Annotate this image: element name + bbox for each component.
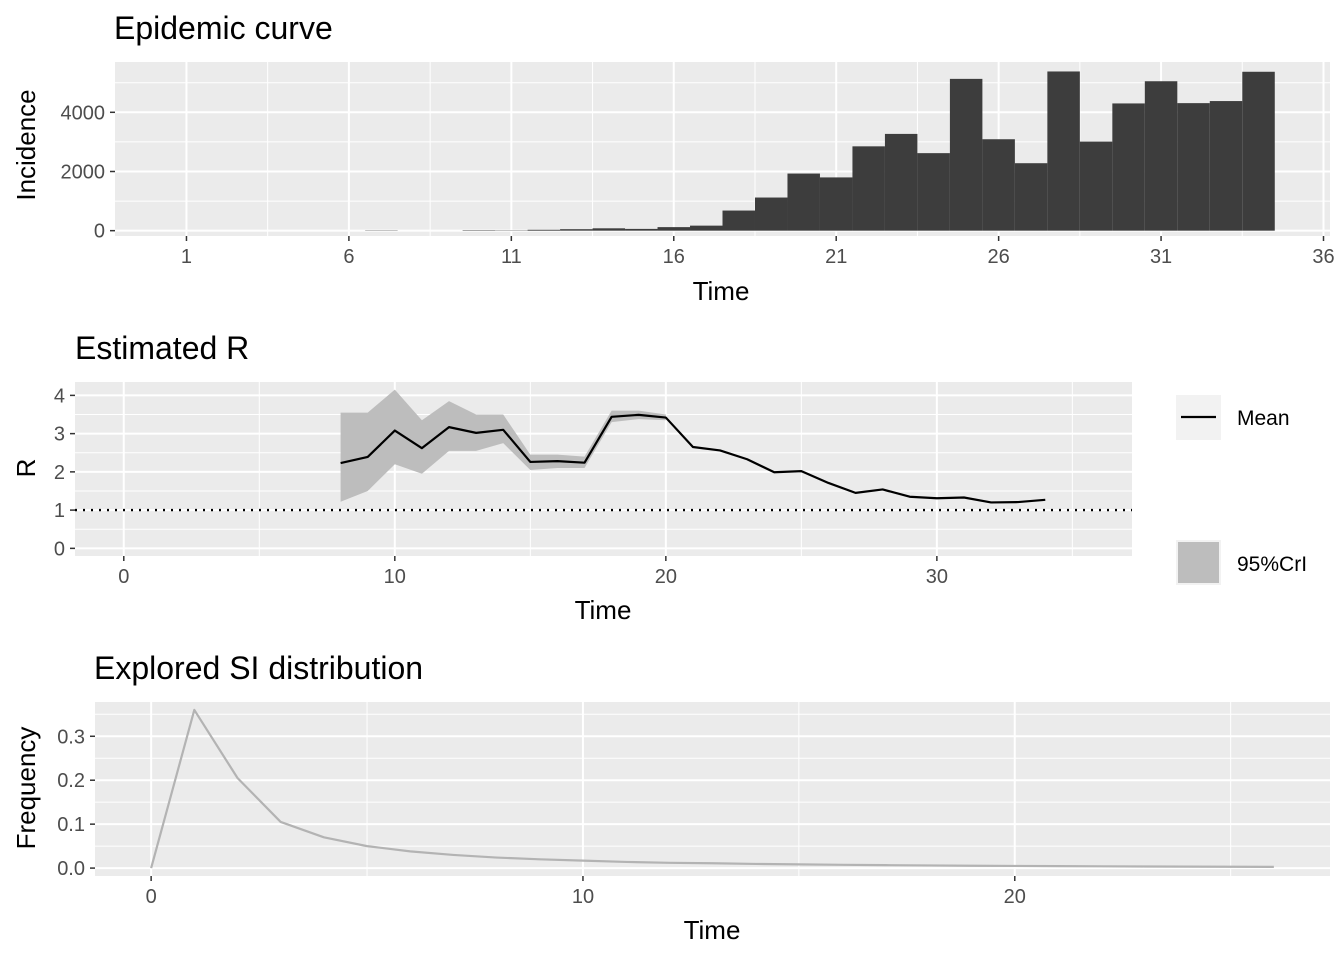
r-plot-background bbox=[75, 382, 1132, 556]
si-distribution-panel: Explored SI distribution 0 10 20 0.0 0.1 0.2… bbox=[11, 650, 1330, 945]
si-gridlines bbox=[95, 702, 1330, 876]
si-y-axis-title: Frequency bbox=[11, 727, 41, 850]
epi-x-tick-label: 26 bbox=[988, 246, 1010, 268]
estimated-r-title: Estimated R bbox=[75, 330, 249, 366]
r-x-axis-title: Time bbox=[575, 595, 632, 625]
estimated-r-panel: Estimated R 0 10 20 30 0 1 2 3 4 Time R Mean 95… bbox=[11, 330, 1307, 625]
legend-label-mean: Mean bbox=[1237, 407, 1290, 430]
epi-x-tick-label: 36 bbox=[1312, 246, 1334, 268]
si-plot-background bbox=[95, 702, 1330, 876]
epidemic-bar bbox=[527, 229, 561, 231]
epidemic-curve-title: Epidemic curve bbox=[114, 10, 333, 46]
r-y-ticks: 0 1 2 3 4 bbox=[54, 385, 75, 560]
si-y-tick-label: 0.1 bbox=[57, 814, 85, 836]
epidemic-x-axis-title: Time bbox=[693, 276, 750, 306]
epi-x-tick-label: 21 bbox=[825, 246, 847, 268]
epi-y-tick-label: 0 bbox=[94, 221, 105, 243]
si-x-axis-title: Time bbox=[684, 915, 741, 945]
epidemic-bar bbox=[1112, 103, 1145, 231]
epidemic-x-ticks: 1 6 11 16 21 26 31 36 bbox=[181, 236, 1335, 268]
epidemic-bar bbox=[1047, 71, 1080, 231]
epi-x-tick-label: 1 bbox=[181, 246, 192, 268]
r-mean-line bbox=[340, 413, 1046, 504]
si-x-tick-label: 10 bbox=[572, 886, 594, 908]
epi-y-tick-label: 2000 bbox=[61, 161, 106, 183]
r-x-tick-label: 30 bbox=[926, 566, 948, 588]
r-y-tick-label: 4 bbox=[54, 385, 65, 407]
r-x-ticks: 0 10 20 30 bbox=[118, 556, 948, 588]
si-x-tick-label: 0 bbox=[146, 886, 157, 908]
epidemic-bar bbox=[592, 228, 626, 231]
epidemic-y-ticks: 0 2000 4000 bbox=[61, 102, 115, 243]
si-x-ticks: 0 10 20 bbox=[146, 876, 1026, 908]
epidemic-bar bbox=[949, 78, 983, 231]
epidemic-bars bbox=[170, 71, 1275, 231]
epidemic-bar bbox=[1014, 163, 1048, 231]
r-x-tick-label: 10 bbox=[384, 566, 406, 588]
epidemic-bar bbox=[1144, 81, 1178, 231]
r-x-tick-label: 20 bbox=[655, 566, 677, 588]
r-legend: Mean 95%CrI bbox=[1176, 395, 1307, 585]
epi-x-tick-label: 31 bbox=[1150, 246, 1172, 268]
si-y-tick-label: 0.0 bbox=[57, 858, 85, 880]
r-x-tick-label: 0 bbox=[118, 566, 129, 588]
epi-x-tick-label: 6 bbox=[343, 246, 354, 268]
si-distribution-line bbox=[150, 708, 1274, 869]
epidemic-bar bbox=[917, 153, 950, 231]
epidemic-bar bbox=[657, 227, 691, 231]
epi-y-tick-label: 4000 bbox=[61, 102, 106, 124]
legend-label-cri: 95%CrI bbox=[1237, 553, 1307, 576]
si-y-tick-label: 0.3 bbox=[57, 726, 85, 748]
epidemic-bar bbox=[1242, 71, 1275, 231]
si-x-tick-label: 20 bbox=[1004, 886, 1026, 908]
epidemic-bar bbox=[1209, 101, 1243, 231]
epidemic-bar bbox=[884, 133, 918, 231]
r-credible-interval-band bbox=[340, 389, 666, 502]
epidemic-bar bbox=[1177, 103, 1210, 231]
epi-x-tick-label: 16 bbox=[663, 246, 685, 268]
epidemic-bar bbox=[1079, 141, 1113, 231]
epidemic-bar bbox=[722, 210, 755, 231]
si-y-ticks: 0.0 0.1 0.2 0.3 bbox=[57, 726, 95, 880]
r-y-tick-label: 2 bbox=[54, 462, 65, 484]
epi-x-tick-label: 11 bbox=[501, 246, 522, 268]
epidemic-bar bbox=[754, 197, 788, 231]
si-y-tick-label: 0.2 bbox=[57, 770, 85, 792]
r-y-tick-label: 1 bbox=[54, 500, 65, 522]
epidemic-bar bbox=[819, 177, 853, 231]
epidemic-bar bbox=[982, 139, 1015, 231]
r-y-axis-title: R bbox=[11, 459, 41, 478]
epidemic-bar bbox=[690, 225, 723, 231]
r-y-tick-label: 3 bbox=[54, 424, 65, 446]
epidemic-curve-panel: Epidemic curve 1 6 11 16 21 26 31 36 020004000 … bbox=[11, 10, 1335, 306]
r-y-tick-label: 0 bbox=[54, 538, 65, 560]
epidemic-bar bbox=[560, 229, 593, 231]
epidemic-bar bbox=[852, 146, 885, 231]
si-distribution-title: Explored SI distribution bbox=[94, 650, 423, 686]
epidemic-bar bbox=[625, 228, 658, 231]
epidemic-y-axis-title: Incidence bbox=[11, 89, 41, 200]
legend-cri-swatch bbox=[1178, 542, 1219, 583]
epidemic-bar bbox=[787, 173, 820, 231]
